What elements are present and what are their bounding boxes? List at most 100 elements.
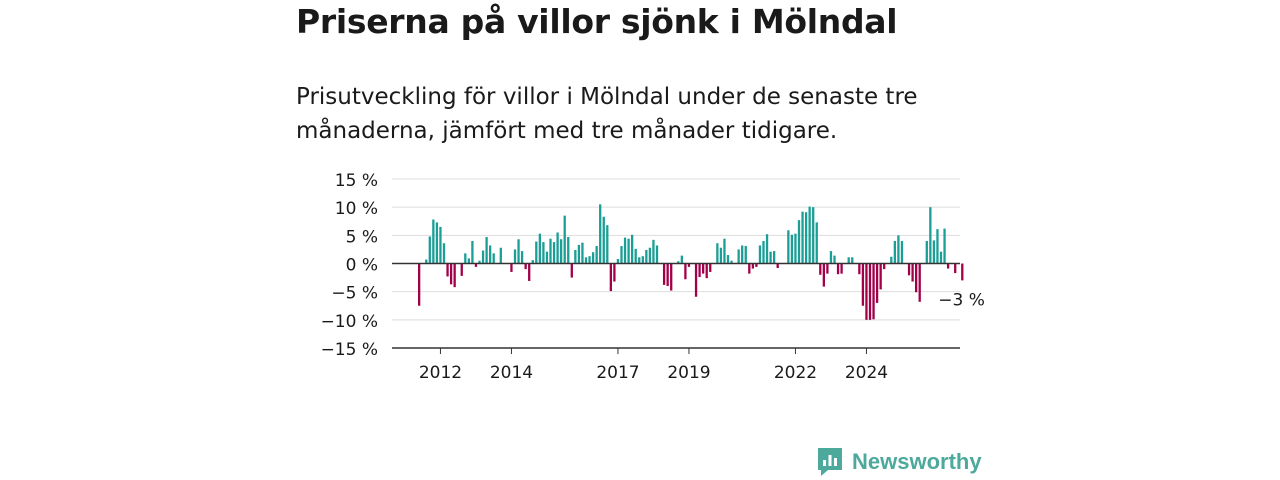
chart-subtitle: Prisutveckling för villor i Mölndal unde… bbox=[296, 84, 918, 144]
bar-negative bbox=[751, 263, 754, 269]
bar-positive bbox=[567, 237, 570, 264]
bar-negative bbox=[875, 263, 879, 303]
bar-positive bbox=[520, 251, 524, 264]
bar-negative bbox=[858, 263, 861, 275]
y-tick-label: −5 % bbox=[331, 284, 378, 304]
bar-positive bbox=[560, 239, 563, 264]
x-tick-label: 2012 bbox=[419, 363, 462, 383]
bar-positive bbox=[723, 238, 726, 264]
bar-positive bbox=[804, 212, 808, 264]
bar-positive bbox=[645, 249, 648, 264]
bar-positive bbox=[471, 240, 474, 264]
bar-positive bbox=[428, 236, 431, 264]
bar-positive bbox=[893, 240, 896, 264]
bar-negative bbox=[698, 263, 701, 278]
bar-positive bbox=[620, 246, 623, 264]
bar-positive bbox=[741, 245, 744, 264]
bar-positive bbox=[606, 225, 609, 264]
bar-positive bbox=[563, 215, 566, 264]
brand-name: Newsworthy bbox=[852, 449, 982, 474]
bar-positive bbox=[730, 260, 733, 264]
bar-positive bbox=[435, 222, 439, 264]
bar-negative bbox=[446, 263, 449, 277]
bar-positive bbox=[638, 257, 641, 264]
bar-positive bbox=[769, 251, 772, 264]
bar-negative bbox=[907, 263, 911, 276]
bar-negative bbox=[883, 263, 886, 270]
bar-positive bbox=[833, 255, 836, 264]
bar-positive bbox=[542, 242, 545, 264]
y-tick-label: −15 % bbox=[321, 340, 378, 360]
bar-positive bbox=[634, 248, 637, 264]
y-tick-label: 15 % bbox=[335, 171, 378, 191]
y-tick-label: 5 % bbox=[346, 227, 378, 247]
x-tick-label: 2014 bbox=[490, 363, 533, 383]
bar-positive bbox=[517, 239, 520, 264]
bar-positive bbox=[478, 260, 481, 264]
bar-positive bbox=[591, 252, 595, 264]
bar-positive bbox=[773, 251, 776, 264]
bar-negative bbox=[460, 263, 463, 276]
bar-positive bbox=[631, 234, 634, 264]
bar-positive bbox=[538, 233, 541, 264]
bar-negative bbox=[872, 263, 875, 320]
bar-positive bbox=[794, 233, 797, 264]
bar-negative bbox=[954, 263, 957, 274]
bar-positive bbox=[939, 251, 943, 264]
bar-negative bbox=[453, 263, 456, 288]
bar-negative bbox=[946, 263, 950, 269]
bar-negative bbox=[418, 263, 421, 306]
bar-negative bbox=[570, 263, 573, 278]
bar-positive bbox=[716, 243, 719, 264]
bar-negative bbox=[915, 263, 918, 293]
bar-positive bbox=[797, 220, 801, 264]
bar-negative bbox=[670, 263, 673, 291]
bar-positive bbox=[737, 249, 740, 264]
bar-positive bbox=[499, 247, 502, 264]
x-tick-label: 2022 bbox=[774, 363, 817, 383]
bar-positive bbox=[627, 238, 630, 264]
bar-positive bbox=[900, 240, 904, 264]
bar-positive bbox=[652, 239, 655, 264]
bar-positive bbox=[744, 246, 747, 264]
bar-positive bbox=[787, 230, 790, 264]
bar-negative bbox=[826, 263, 829, 274]
bar-positive bbox=[577, 244, 581, 264]
bar-positive bbox=[790, 234, 794, 264]
y-tick-label: 10 % bbox=[335, 199, 378, 219]
bar-positive bbox=[556, 232, 559, 264]
bar-positive bbox=[758, 245, 762, 264]
bar-positive bbox=[535, 241, 538, 264]
bar-positive bbox=[552, 242, 556, 264]
bar-positive bbox=[829, 251, 833, 264]
bar-positive bbox=[897, 235, 900, 264]
bar-negative bbox=[776, 263, 779, 269]
last-value-annotation: −3 % bbox=[938, 290, 985, 310]
bar-positive bbox=[932, 240, 936, 264]
bar-positive bbox=[439, 226, 442, 264]
bar-negative bbox=[748, 263, 751, 274]
bar-negative bbox=[474, 263, 478, 267]
bar-negative bbox=[840, 263, 843, 274]
bar-positive bbox=[801, 211, 804, 264]
bar-positive bbox=[513, 249, 517, 264]
bar-positive bbox=[485, 237, 488, 264]
bar-positive bbox=[531, 260, 534, 264]
y-tick-label: 0 % bbox=[346, 256, 378, 276]
bar-negative bbox=[449, 263, 453, 285]
bar-positive bbox=[481, 250, 485, 264]
bar-negative bbox=[709, 263, 712, 272]
bar-positive bbox=[489, 245, 492, 264]
bar-positive bbox=[719, 247, 723, 264]
bar-positive bbox=[584, 257, 588, 264]
bar-negative bbox=[961, 263, 964, 281]
chart-title: Priserna på villor sjönk i Mölndal bbox=[296, 2, 898, 41]
bar-positive bbox=[726, 255, 730, 264]
newsworthy-logo-icon bbox=[818, 448, 842, 476]
x-tick-label: 2019 bbox=[667, 363, 710, 383]
bar-positive bbox=[851, 257, 854, 264]
bar-positive bbox=[425, 259, 428, 264]
bar-positive bbox=[890, 256, 893, 264]
bar-positive bbox=[432, 219, 435, 264]
